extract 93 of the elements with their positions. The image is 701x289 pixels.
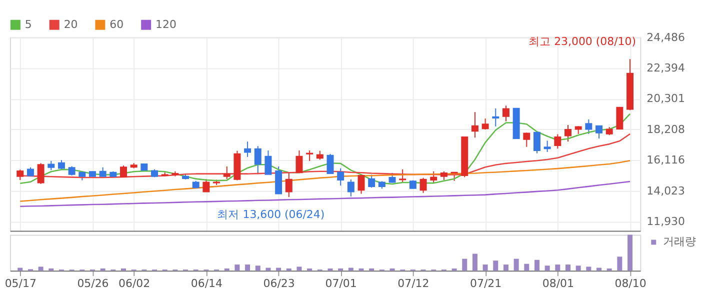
candlestick — [564, 124, 572, 142]
candlestick — [296, 150, 303, 174]
candlestick — [523, 132, 530, 148]
candlestick — [585, 118, 592, 134]
bar — [121, 268, 126, 271]
bar — [606, 268, 612, 271]
y-tick-label: 14,023 — [646, 184, 686, 198]
x-tick-label: 05/26 — [77, 277, 109, 289]
y-tick-label: 20,301 — [646, 92, 685, 106]
bar — [452, 268, 457, 271]
y-tick-label: 22,394 — [646, 61, 686, 74]
candlestick — [399, 168, 406, 183]
x-tick-label: 06/14 — [190, 277, 222, 289]
candlestick — [337, 168, 344, 186]
x-tick-label: 06/23 — [263, 277, 295, 289]
x-tick-label: 06/02 — [118, 277, 150, 289]
bar — [576, 266, 581, 271]
candlestick — [120, 164, 127, 178]
bar — [234, 264, 240, 271]
legend-label: 5 — [24, 18, 32, 31]
bar — [617, 256, 622, 271]
candlestick — [368, 174, 376, 188]
bar — [328, 268, 333, 271]
bar — [544, 266, 550, 271]
bar — [566, 264, 570, 271]
bar — [224, 268, 230, 271]
y-tick-label: 16,116 — [646, 154, 686, 167]
candlestick — [326, 153, 334, 174]
candlestick — [533, 131, 540, 154]
legend-label: 거래량 — [663, 235, 696, 248]
bar — [338, 268, 344, 271]
legend-label: 20 — [64, 18, 78, 31]
x-tick-label: 08/10 — [614, 277, 646, 289]
candlestick — [347, 178, 354, 197]
candlestick — [244, 141, 252, 158]
candlestick — [430, 170, 438, 183]
line-series — [19, 180, 631, 208]
bar — [462, 258, 468, 271]
candlestick — [554, 134, 562, 150]
x-tick-label: 05/17 — [4, 277, 36, 289]
candlestick — [264, 150, 272, 175]
candlestick — [596, 125, 602, 139]
y-tick-label: 18,208 — [646, 122, 686, 136]
bar — [524, 264, 530, 271]
candlestick — [254, 146, 262, 175]
line-series — [19, 160, 631, 202]
x-tick-label: 07/12 — [398, 277, 430, 289]
annotation: 최저 13,600 (06/24) — [217, 208, 325, 221]
candlestick — [616, 106, 624, 130]
candlestick — [48, 160, 55, 171]
bar — [286, 268, 292, 271]
x-tick-label: 08/01 — [542, 277, 574, 289]
candlestick — [285, 172, 292, 198]
bar — [628, 234, 633, 271]
bar — [586, 266, 592, 271]
x-tick-label: 07/21 — [470, 277, 502, 289]
legend-label: 60 — [110, 18, 124, 31]
bar — [48, 268, 54, 271]
bar — [503, 264, 508, 271]
bar — [369, 268, 374, 271]
bar — [493, 260, 498, 271]
bar — [482, 264, 488, 271]
candlestick — [544, 140, 551, 152]
candlestick — [202, 178, 210, 192]
candlestick — [16, 169, 24, 180]
candlestick — [223, 166, 230, 180]
candlestick — [68, 166, 76, 176]
candlestick — [306, 150, 314, 162]
bar — [296, 266, 302, 271]
candlestick — [420, 177, 427, 194]
bar — [38, 266, 44, 271]
annotation: 최고 23,000 (08/10) — [528, 35, 636, 48]
bar — [100, 268, 106, 271]
candlestick — [99, 166, 106, 178]
x-tick-label: 07/01 — [325, 277, 357, 289]
candlestick — [275, 166, 282, 194]
bar — [307, 268, 312, 271]
bar — [390, 268, 395, 271]
candlestick — [502, 105, 510, 122]
candlestick — [482, 118, 489, 130]
candlestick — [471, 112, 478, 138]
candlestick — [37, 162, 44, 184]
bar — [514, 258, 519, 271]
y-tick-label: 24,486 — [646, 30, 686, 44]
legend-label: 120 — [156, 18, 176, 31]
bar — [245, 264, 250, 271]
y-tick-label: 11,930 — [646, 215, 686, 228]
candlestick — [358, 174, 365, 194]
candlestick — [492, 108, 500, 127]
bar — [255, 266, 260, 271]
bar — [555, 264, 560, 271]
bar — [472, 254, 478, 271]
bar — [534, 260, 540, 271]
